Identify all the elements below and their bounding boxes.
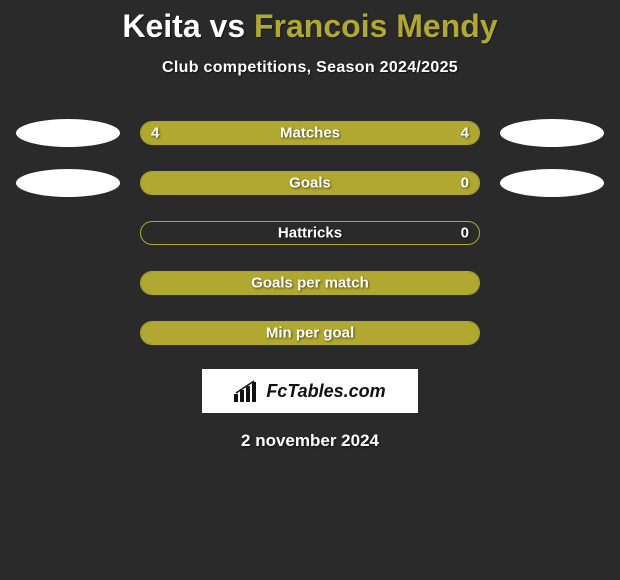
stat-value-right: 0 <box>461 225 469 242</box>
stat-row: Min per goal <box>0 319 620 347</box>
stat-label: Hattricks <box>141 225 479 242</box>
bar-fill-left <box>141 322 479 344</box>
stat-row: Matches44 <box>0 119 620 147</box>
stat-bar: Goals per match <box>140 271 480 295</box>
comparison-card: Keita vs Francois Mendy Club competition… <box>0 0 620 451</box>
title-prefix: Keita vs <box>122 8 254 44</box>
stat-row: Goals per match <box>0 269 620 297</box>
bar-fill-left <box>141 122 310 144</box>
bar-fill-left <box>141 172 479 194</box>
stat-row: Goals0 <box>0 169 620 197</box>
stat-value-right: 4 <box>461 125 469 142</box>
bar-fill-right <box>310 122 479 144</box>
stat-bar: Matches44 <box>140 121 480 145</box>
logo-box: FcTables.com <box>202 369 418 413</box>
logo-text: FcTables.com <box>266 381 385 402</box>
stat-bar: Min per goal <box>140 321 480 345</box>
chart-icon <box>234 380 260 402</box>
stat-value-right: 0 <box>461 175 469 192</box>
player-right-ellipse <box>500 169 604 197</box>
stat-rows: Matches44Goals0Hattricks0Goals per match… <box>0 119 620 347</box>
stat-value-left: 4 <box>151 125 159 142</box>
bar-fill-left <box>141 272 479 294</box>
player-left-ellipse <box>16 119 120 147</box>
stat-bar: Goals0 <box>140 171 480 195</box>
player-left-ellipse <box>16 169 120 197</box>
player-right-ellipse <box>500 119 604 147</box>
title-accent: Francois Mendy <box>254 8 498 44</box>
stat-row: Hattricks0 <box>0 219 620 247</box>
stat-bar: Hattricks0 <box>140 221 480 245</box>
subtitle: Club competitions, Season 2024/2025 <box>0 59 620 77</box>
footer-date: 2 november 2024 <box>0 431 620 451</box>
page-title: Keita vs Francois Mendy <box>0 8 620 45</box>
